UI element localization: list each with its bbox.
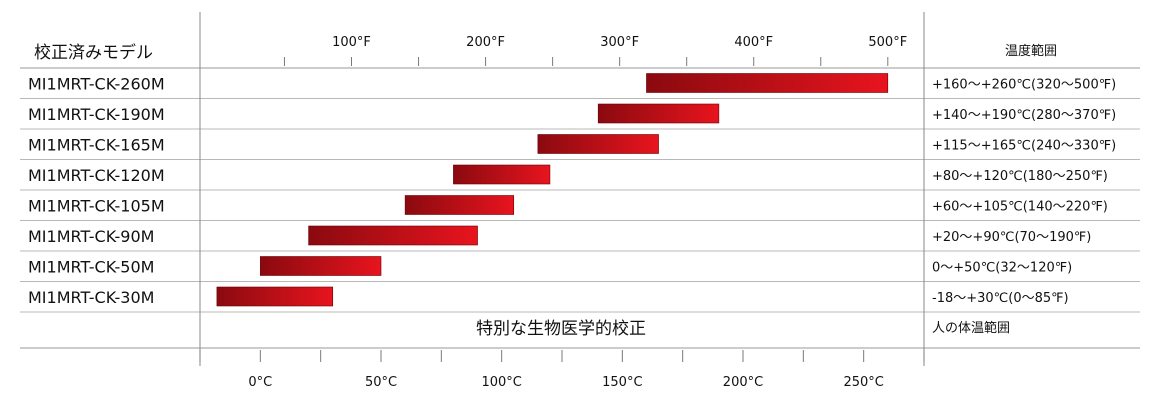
range-bar — [404, 195, 515, 215]
model-name: MI1MRT-CK-30M — [28, 288, 154, 307]
fahrenheit-tick-label: 300°F — [600, 35, 639, 50]
footer-right: 人の体温範囲 — [932, 321, 1010, 336]
fahrenheit-tick-label: 100°F — [332, 35, 371, 50]
celsius-tick-label: 100°C — [481, 375, 521, 390]
fahrenheit-tick-label: 200°F — [466, 35, 505, 50]
model-row: MI1MRT-CK-50M 0～+50℃(32～120℉) — [28, 256, 1072, 276]
model-name: MI1MRT-CK-260M — [28, 74, 165, 93]
range-label: +20～+90℃(70～190℉) — [932, 230, 1091, 245]
range-label: +80～+120℃(180～250℉) — [932, 169, 1108, 184]
model-row: MI1MRT-CK-190M +140～+190℃(280～370℉) — [28, 103, 1116, 124]
model-name: MI1MRT-CK-190M — [28, 105, 165, 124]
range-bar — [646, 73, 889, 93]
range-label: -18～+30℃(0～85℉) — [932, 291, 1069, 306]
fahrenheit-tick-marks — [283, 57, 889, 66]
model-name: MI1MRT-CK-90M — [28, 227, 154, 246]
range-bar — [453, 164, 551, 185]
model-name: MI1MRT-CK-50M — [28, 257, 154, 276]
fahrenheit-axis: 100°F 200°F 300°F 400°F 500°F — [332, 35, 907, 50]
range-label: +160～+260℃(320～500℉) — [932, 77, 1116, 92]
range-bar — [216, 286, 334, 307]
fahrenheit-tick-label: 400°F — [734, 35, 773, 50]
range-label: +115～+165℃(240～330℉) — [932, 138, 1116, 153]
header-right: 温度範囲 — [1005, 43, 1057, 59]
footer-center: 特別な生物医学的校正 — [476, 319, 646, 339]
model-rows: MI1MRT-CK-260M +160～+260℃(320～500℉)MI1MRT… — [28, 73, 1116, 307]
celsius-tick-marks — [199, 350, 925, 362]
range-label: +140～+190℃(280～370℉) — [932, 108, 1116, 123]
celsius-tick-label: 250°C — [843, 375, 883, 390]
model-row: MI1MRT-CK-90M +20～+90℃(70～190℉) — [28, 225, 1091, 246]
model-row: MI1MRT-CK-120M +80～+120℃(180～250℉) — [28, 164, 1108, 185]
model-row: MI1MRT-CK-260M +160～+260℃(320～500℉) — [28, 73, 1116, 93]
celsius-tick-label: 200°C — [723, 375, 763, 390]
model-row: MI1MRT-CK-165M +115～+165℃(240～330℉) — [28, 134, 1116, 154]
range-bar — [597, 103, 720, 124]
grid-lines — [20, 12, 1140, 366]
range-label: +60～+105℃(140～220℉) — [932, 199, 1108, 214]
range-bar — [308, 225, 478, 246]
model-name: MI1MRT-CK-120M — [28, 166, 165, 185]
model-row: MI1MRT-CK-105M +60～+105℃(140～220℉) — [28, 195, 1108, 215]
range-bar — [260, 256, 382, 276]
model-name: MI1MRT-CK-165M — [28, 135, 165, 154]
celsius-tick-label: 50°C — [365, 375, 397, 390]
celsius-axis: 0°C 50°C 100°C 150°C 200°C 250°C — [248, 375, 883, 390]
celsius-tick-label: 150°C — [602, 375, 642, 390]
model-name: MI1MRT-CK-105M — [28, 196, 165, 215]
model-row: MI1MRT-CK-30M -18～+30℃(0～85℉) — [28, 286, 1069, 307]
fahrenheit-tick-label: 500°F — [868, 35, 907, 50]
range-label: 0～+50℃(32～120℉) — [932, 260, 1072, 275]
celsius-tick-label: 0°C — [248, 375, 272, 390]
range-bar — [537, 134, 659, 154]
header-left: 校正済みモデル — [34, 42, 153, 63]
